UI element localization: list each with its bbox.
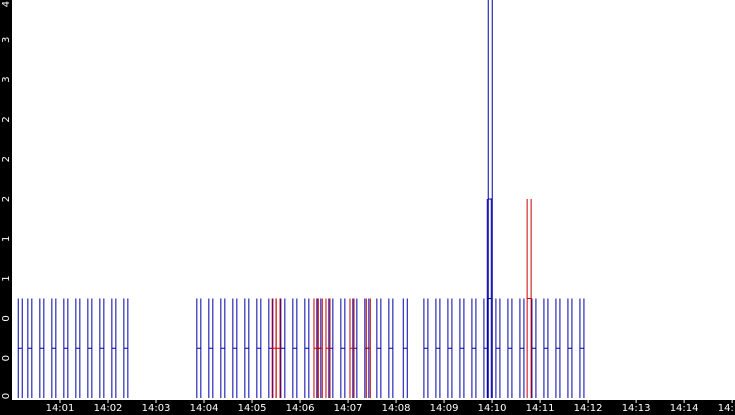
pulse [526,199,532,398]
x-tick-label: 14:09 [430,403,459,414]
pulse [111,298,117,398]
x-tick-label: 14:08 [382,403,411,414]
y-tick-label: 3 [1,37,12,43]
y-tick-label: 0 [1,315,12,321]
pulse [39,298,45,398]
pulse [402,298,408,398]
pulse [292,298,298,398]
pulse [388,298,394,398]
pulse [256,298,262,398]
y-tick-label: 2 [1,116,12,122]
pulse [63,298,69,398]
pulse [208,298,214,398]
pulse [423,298,429,398]
pulse [75,298,81,398]
pulse [317,298,323,398]
pulse [232,298,238,398]
pulse [340,298,346,398]
y-tick-label: 4 [1,1,12,7]
y-tick-label: 1 [1,236,12,242]
pulse [471,298,477,398]
pulse [244,298,250,398]
pulse [365,298,371,398]
pulse [123,298,129,398]
pulse [507,298,513,398]
pulse [51,298,57,398]
y-tick-label: 1 [1,275,12,281]
pulse [376,298,382,398]
pulse [99,298,105,398]
pulse [519,298,525,398]
pulse [495,298,501,398]
x-tick-label: 14:11 [526,403,555,414]
y-axis-band [0,0,12,415]
pulse [87,298,93,398]
x-tick-label: 14:15 [718,403,735,414]
y-tick-label: 0 [1,393,12,399]
pulse [304,298,310,398]
pulse [349,298,355,398]
x-axis-band [0,400,735,415]
x-tick-label: 14:02 [94,403,123,414]
pulse [487,0,493,398]
y-tick-label: 0 [1,355,12,361]
x-tick-label: 14:03 [142,403,171,414]
pulse [543,298,549,398]
pulse [531,298,537,398]
pulse [555,298,561,398]
x-tick-label: 14:14 [670,403,699,414]
x-tick-label: 14:05 [238,403,267,414]
pulse [275,298,281,398]
pulse [220,298,226,398]
y-tick-label: 3 [1,76,12,82]
pulse [567,298,573,398]
x-tick-label: 14:01 [46,403,75,414]
x-tick-label: 14:10 [478,403,507,414]
pulse [27,298,33,398]
y-tick-label: 2 [1,156,12,162]
x-tick-label: 14:04 [190,403,219,414]
pulse [325,298,331,398]
x-tick-label: 14:12 [574,403,603,414]
pulse [447,298,453,398]
pulse [196,298,202,398]
pulse [280,298,286,398]
pulse [17,298,23,398]
pulse [579,298,585,398]
y-tick-label: 2 [1,196,12,202]
x-tick-label: 14:07 [334,403,363,414]
x-tick-label: 14:13 [622,403,651,414]
pulse [459,298,465,398]
pulse [435,298,441,398]
x-tick-label: 14:06 [286,403,315,414]
